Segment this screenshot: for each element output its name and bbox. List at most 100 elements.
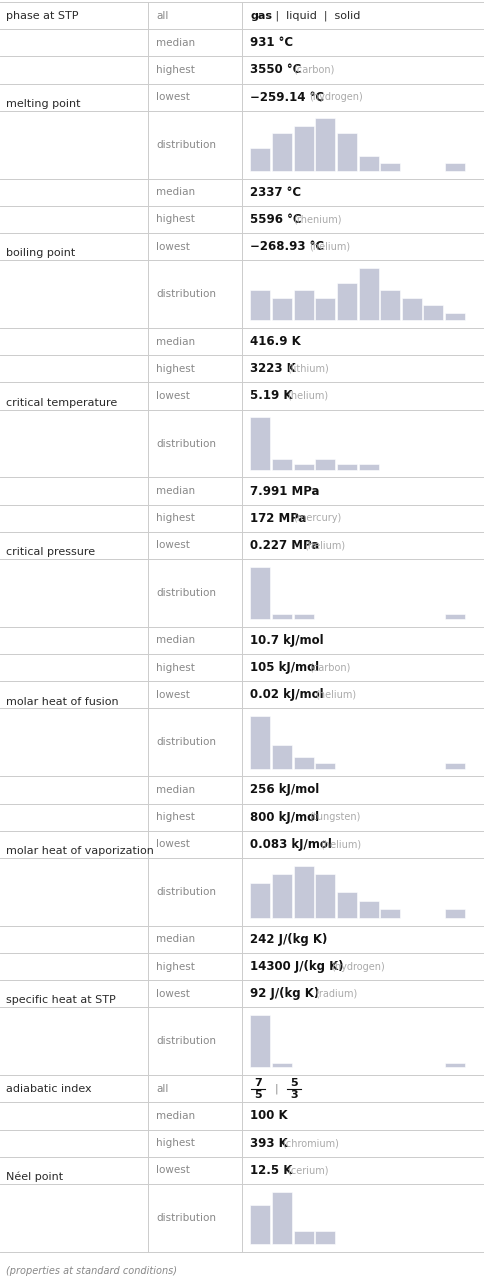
Text: 5.19 K: 5.19 K <box>250 389 292 402</box>
Bar <box>444 763 464 768</box>
Text: specific heat at STP: specific heat at STP <box>6 995 116 1005</box>
Text: median: median <box>155 38 195 47</box>
Text: 256 kJ/mol: 256 kJ/mol <box>250 783 319 796</box>
Text: adiabatic index: adiabatic index <box>6 1083 91 1094</box>
Text: 3: 3 <box>290 1090 298 1100</box>
Text: 3223 K: 3223 K <box>250 362 296 375</box>
Text: (properties at standard conditions): (properties at standard conditions) <box>6 1266 177 1276</box>
Text: 416.9 K: 416.9 K <box>250 336 301 348</box>
Bar <box>444 1063 464 1068</box>
Text: 10.7 kJ/mol: 10.7 kJ/mol <box>250 634 323 647</box>
Text: (helium): (helium) <box>287 390 328 401</box>
Text: (carbon): (carbon) <box>292 65 333 75</box>
Text: median: median <box>155 785 195 795</box>
Text: melting point: melting point <box>6 98 80 108</box>
Text: (tungsten): (tungsten) <box>309 812 360 822</box>
Text: (helium): (helium) <box>303 541 345 550</box>
Text: 0.02 kJ/mol: 0.02 kJ/mol <box>250 688 323 702</box>
Bar <box>272 459 291 470</box>
Bar <box>444 163 464 171</box>
Text: median: median <box>155 635 195 646</box>
Bar <box>293 1231 313 1244</box>
Text: 242 J/(kg K): 242 J/(kg K) <box>250 933 327 946</box>
Text: gas: gas <box>250 10 272 20</box>
Bar <box>379 910 399 917</box>
Text: lowest: lowest <box>155 690 189 699</box>
Text: lowest: lowest <box>155 92 189 102</box>
Text: 0.227 MPa: 0.227 MPa <box>250 538 319 553</box>
Text: (helium): (helium) <box>314 690 355 699</box>
Text: lowest: lowest <box>155 390 189 401</box>
Text: (hydrogen): (hydrogen) <box>309 92 363 102</box>
Text: |  liquid  |  solid: | liquid | solid <box>272 10 360 20</box>
Text: highest: highest <box>155 1138 195 1148</box>
Text: distribution: distribution <box>155 139 215 149</box>
Text: highest: highest <box>155 364 195 374</box>
Bar <box>336 134 356 171</box>
Bar <box>315 459 334 470</box>
Text: 2337 °C: 2337 °C <box>250 186 301 199</box>
Bar <box>293 757 313 768</box>
Text: 100 K: 100 K <box>250 1109 287 1123</box>
Text: distribution: distribution <box>155 1213 215 1222</box>
Text: molar heat of vaporization: molar heat of vaporization <box>6 846 153 856</box>
Bar <box>358 268 378 320</box>
Text: median: median <box>155 337 195 347</box>
Text: highest: highest <box>155 662 195 672</box>
Bar <box>315 763 334 768</box>
Bar <box>401 297 421 320</box>
Bar <box>336 892 356 917</box>
Text: 92 J/(kg K): 92 J/(kg K) <box>250 988 319 1000</box>
Text: distribution: distribution <box>155 588 215 598</box>
Text: 105 kJ/mol: 105 kJ/mol <box>250 661 319 674</box>
Bar <box>272 1192 291 1244</box>
Text: 7.991 MPa: 7.991 MPa <box>250 485 319 498</box>
Bar <box>358 464 378 470</box>
Bar <box>358 156 378 171</box>
Text: phase at STP: phase at STP <box>6 10 78 20</box>
Bar <box>379 163 399 171</box>
Text: 393 K: 393 K <box>250 1137 287 1150</box>
Text: 5: 5 <box>254 1090 262 1100</box>
Text: 5: 5 <box>290 1078 298 1088</box>
Bar <box>315 297 334 320</box>
Text: distribution: distribution <box>155 738 215 748</box>
Bar <box>444 910 464 917</box>
Bar <box>250 417 270 470</box>
Text: lowest: lowest <box>155 241 189 251</box>
Text: boiling point: boiling point <box>6 249 75 258</box>
Bar <box>336 283 356 320</box>
Text: (hydrogen): (hydrogen) <box>331 962 384 971</box>
Text: (radium): (radium) <box>314 989 357 999</box>
Text: (rhenium): (rhenium) <box>292 214 341 225</box>
Bar <box>272 297 291 320</box>
Text: distribution: distribution <box>155 887 215 897</box>
Text: median: median <box>155 1111 195 1120</box>
Bar <box>444 313 464 320</box>
Text: distribution: distribution <box>155 1036 215 1046</box>
Bar <box>250 567 270 619</box>
Text: 172 MPa: 172 MPa <box>250 512 306 524</box>
Text: 7: 7 <box>254 1078 262 1088</box>
Bar <box>293 614 313 619</box>
Text: lowest: lowest <box>155 1165 189 1175</box>
Text: all: all <box>155 10 168 20</box>
Text: −268.93 °C: −268.93 °C <box>250 240 324 253</box>
Text: all: all <box>155 1083 168 1094</box>
Bar <box>293 865 313 917</box>
Bar <box>423 305 442 320</box>
Bar <box>250 291 270 320</box>
Text: median: median <box>155 934 195 944</box>
Text: median: median <box>155 188 195 198</box>
Bar <box>444 614 464 619</box>
Bar <box>272 745 291 768</box>
Text: 3550 °C: 3550 °C <box>250 64 301 77</box>
Bar <box>272 614 291 619</box>
Bar <box>250 1014 270 1068</box>
Bar <box>315 1231 334 1244</box>
Bar <box>272 1063 291 1068</box>
Bar <box>250 1205 270 1244</box>
Text: molar heat of fusion: molar heat of fusion <box>6 697 119 707</box>
Bar <box>293 291 313 320</box>
Bar <box>358 901 378 917</box>
